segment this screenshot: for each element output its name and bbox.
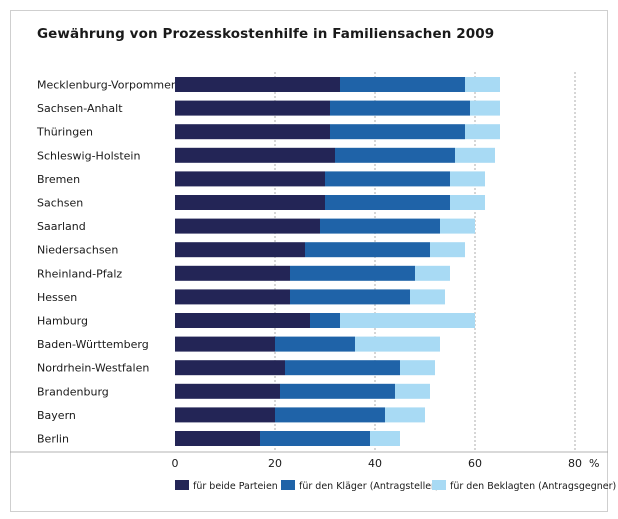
x-tick-label: 80 [568, 457, 582, 470]
legend-label: für den Beklagten (Antragsgegner) [450, 481, 616, 492]
bar-segment-1 [175, 407, 275, 423]
bar-segment-2 [280, 383, 395, 399]
legend-swatch [281, 480, 295, 490]
category-label: Baden-Württemberg [37, 338, 149, 351]
bar-segment-3 [400, 360, 435, 376]
bar-segment-1 [175, 147, 335, 163]
bar-segment-1 [175, 313, 310, 328]
category-label: Niedersachsen [37, 244, 118, 257]
bar-segment-1 [175, 242, 305, 258]
bar-segment-2 [335, 147, 455, 163]
bar-segment-3 [450, 171, 485, 187]
category-label: Thüringen [36, 126, 93, 139]
x-tick-label: 0 [172, 457, 179, 470]
bar-segment-2 [330, 124, 465, 140]
bar-segment-2 [325, 171, 450, 187]
chart-title: Gewährung von Prozesskostenhilfe in Fami… [37, 26, 495, 42]
bar-segment-3 [370, 431, 400, 446]
chart-frame [10, 10, 608, 512]
bar-segment-2 [340, 77, 465, 92]
bar-segment-3 [355, 336, 440, 352]
bar-segment-3 [440, 218, 475, 234]
bar-segment-2 [305, 242, 430, 258]
category-label: Bremen [37, 173, 80, 186]
bar-segment-3 [415, 265, 450, 281]
bar-segment-2 [320, 218, 440, 234]
bar-segment-2 [290, 289, 410, 305]
bar-segment-2 [325, 195, 450, 210]
category-label: Sachsen [37, 197, 83, 210]
bar-segment-3 [450, 195, 485, 210]
bar-segment-3 [430, 242, 465, 258]
x-unit-label: % [589, 457, 599, 470]
category-label: Hamburg [37, 315, 88, 328]
bar-segment-1 [175, 218, 320, 234]
legend-swatch [175, 480, 189, 490]
bar-segment-3 [385, 407, 425, 423]
category-label: Hessen [37, 291, 77, 304]
category-label: Nordrhein-Westfalen [37, 362, 149, 375]
bar-segment-1 [175, 336, 275, 352]
bar-segment-2 [310, 313, 340, 328]
bar-segment-3 [465, 124, 500, 140]
bar-segment-1 [175, 100, 330, 116]
bar-segment-2 [290, 265, 415, 281]
bar-segment-1 [175, 383, 280, 399]
category-label: Saarland [37, 220, 86, 233]
bar-segment-2 [275, 336, 355, 352]
bar-segment-1 [175, 360, 285, 376]
bar-segment-3 [465, 77, 500, 92]
bar-segment-2 [330, 100, 470, 116]
x-tick-label: 60 [468, 457, 482, 470]
category-label: Bayern [37, 409, 76, 422]
bar-segment-3 [470, 100, 500, 116]
category-label: Brandenburg [37, 385, 109, 398]
bar-segment-3 [395, 383, 430, 399]
bar-segment-1 [175, 124, 330, 140]
bar-segment-1 [175, 77, 340, 92]
category-label: Rheinland-Pfalz [37, 267, 122, 280]
bar-segment-2 [285, 360, 400, 376]
bar-segment-3 [340, 313, 475, 328]
bar-segment-1 [175, 171, 325, 187]
x-tick-label: 40 [368, 457, 382, 470]
bar-segment-1 [175, 195, 325, 210]
bar-segment-1 [175, 265, 290, 281]
bar-segment-2 [275, 407, 385, 423]
x-tick-label: 20 [268, 457, 282, 470]
legend-swatch [432, 480, 446, 490]
legend-label: für beide Parteien [193, 481, 278, 492]
category-label: Berlin [37, 433, 69, 446]
bar-segment-2 [260, 431, 370, 446]
bar-segment-3 [455, 147, 495, 163]
bar-segment-1 [175, 289, 290, 305]
bar-segment-3 [410, 289, 445, 305]
bar-segment-1 [175, 431, 260, 446]
category-label: Sachsen-Anhalt [37, 102, 123, 115]
category-label: Schleswig-Holstein [37, 149, 140, 162]
legend-label: für den Kläger (Antragsteller) [299, 481, 439, 492]
category-label: Mecklenburg-Vorpommern [37, 79, 182, 92]
